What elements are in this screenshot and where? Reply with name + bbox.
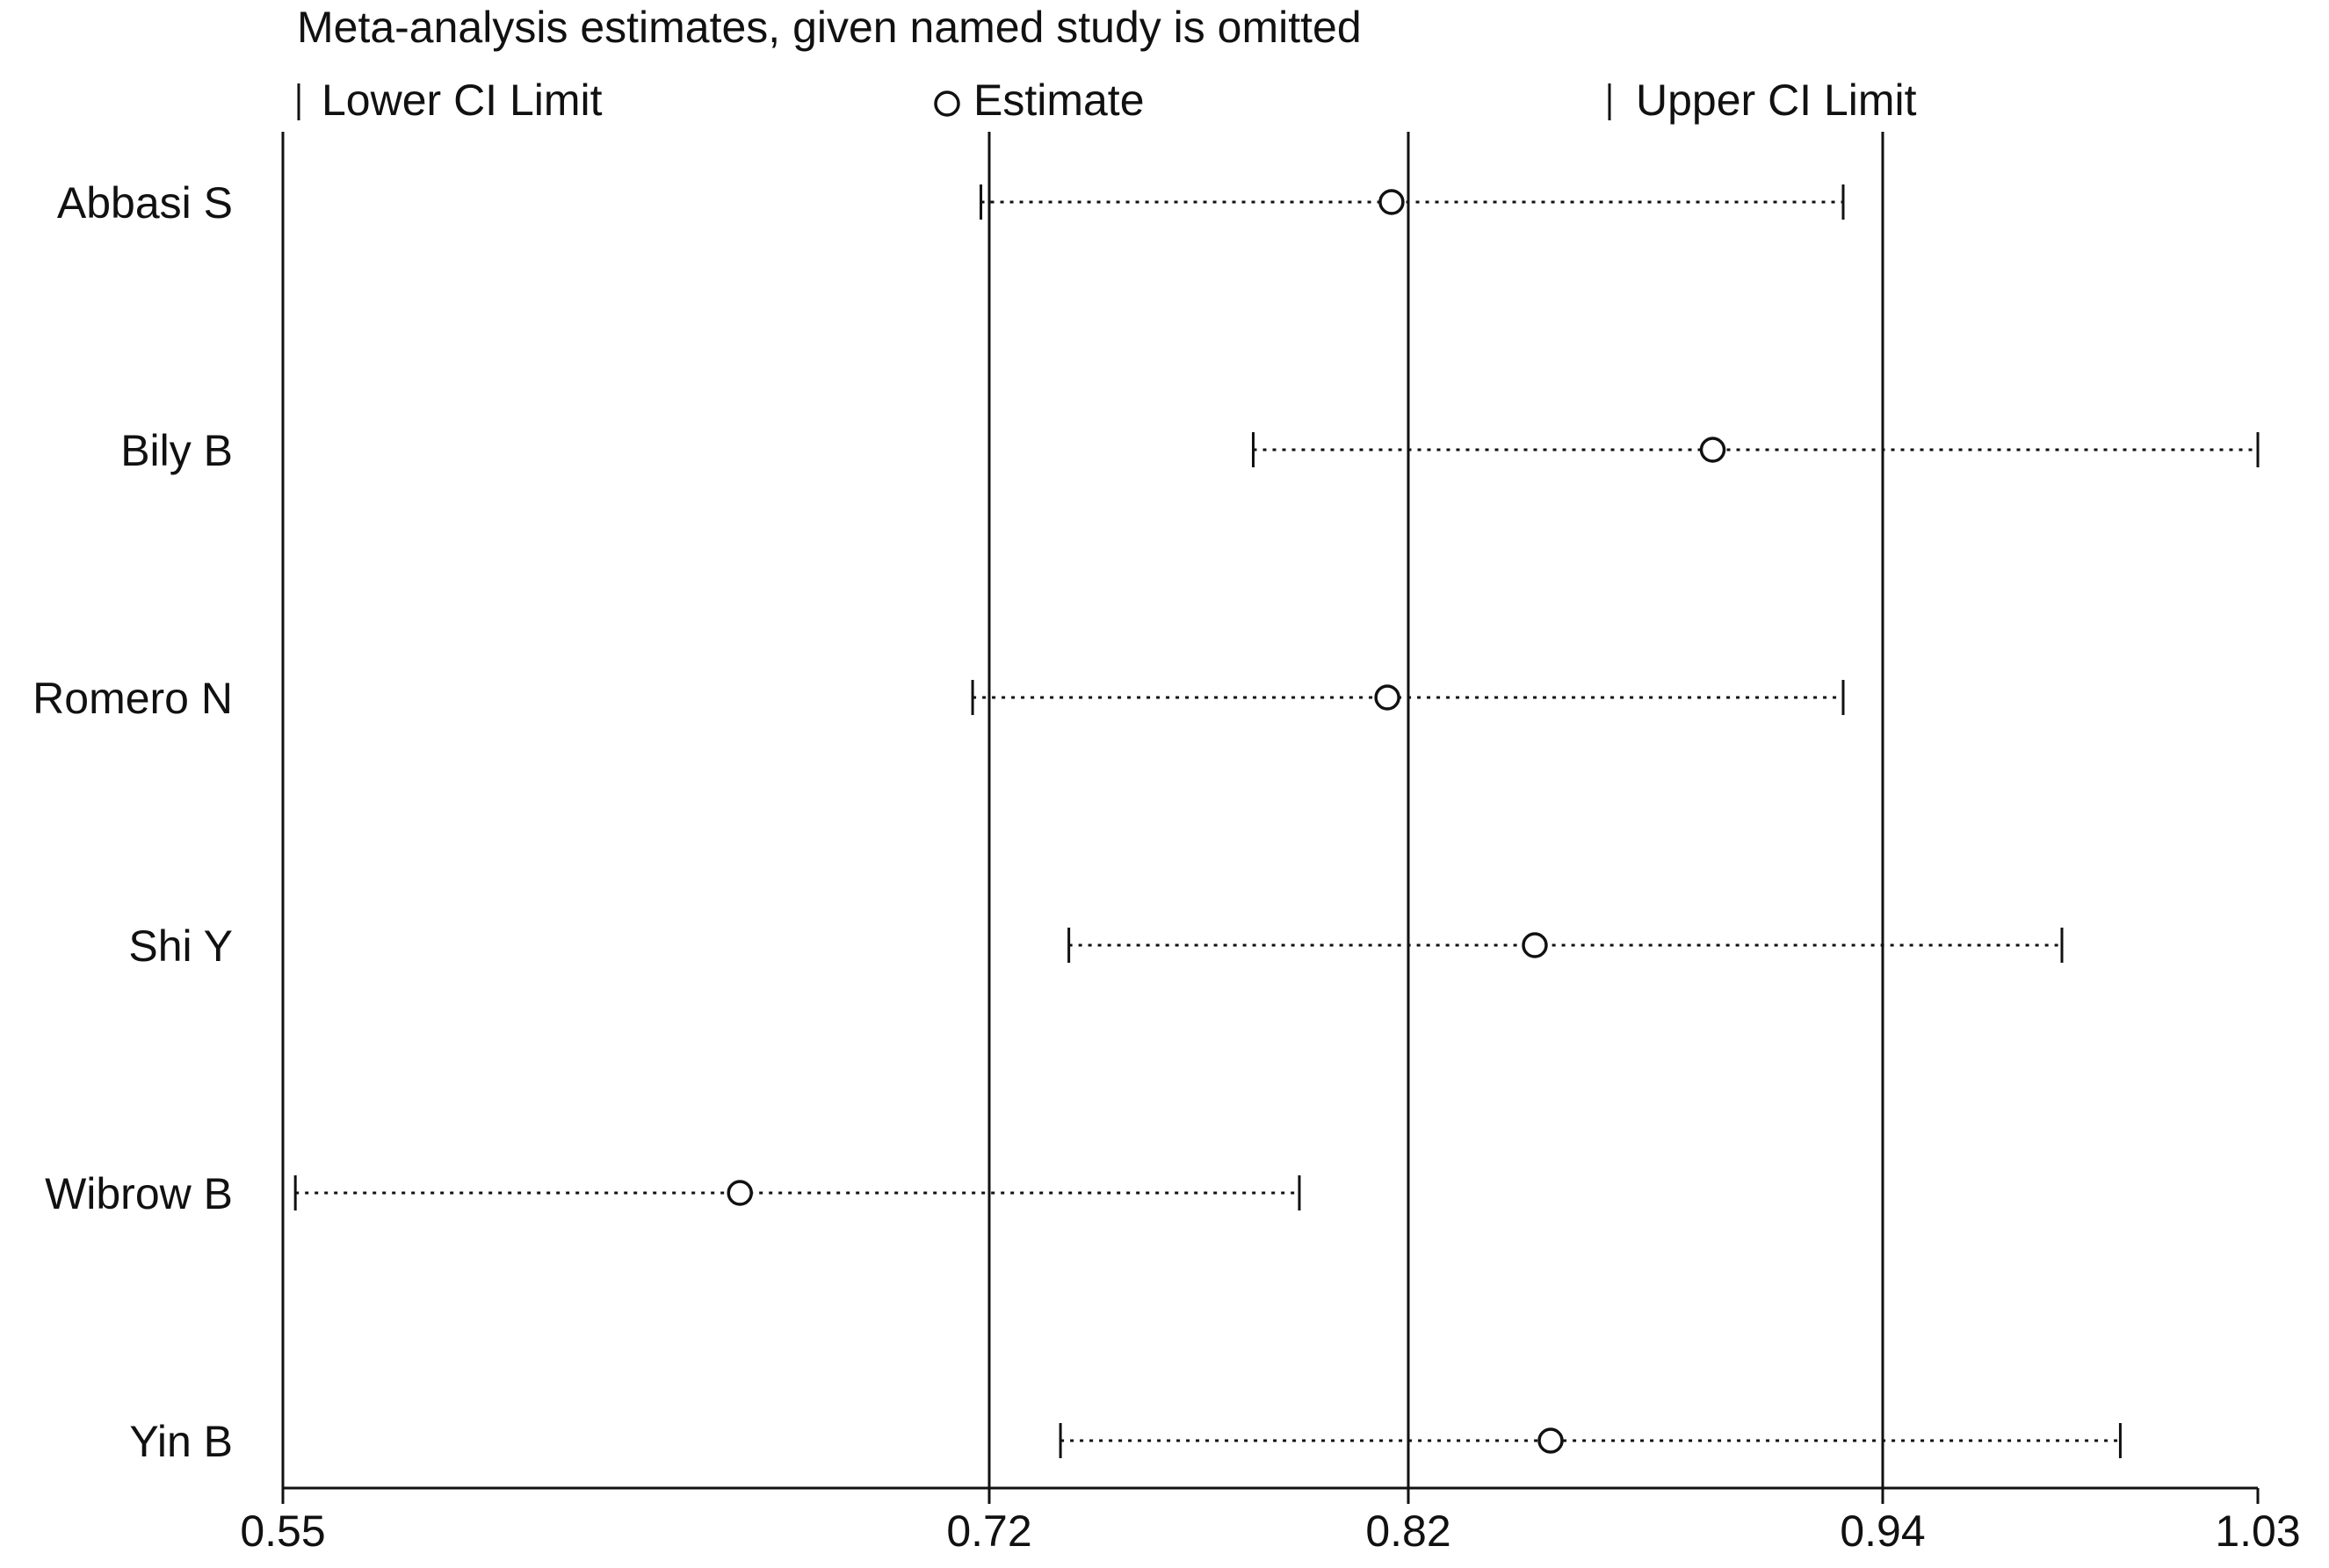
legend: Lower CI Limit Estimate Upper CI Limit [297, 76, 1917, 125]
estimate-marker [1699, 437, 1726, 463]
study-label: Bily B [120, 426, 233, 475]
estimate-marker [727, 1180, 753, 1206]
study-label: Abbasi S [57, 178, 233, 228]
plot-area: 0.55 0.72 0.82 0.94 1.03 Abbasi S Bily B Romero… [33, 132, 2301, 1556]
chart-title: Meta-analysis estimates, given named stu… [297, 3, 1362, 52]
legend-estimate-marker [934, 90, 960, 117]
study-label: Romero N [33, 674, 233, 723]
x-tick-label: 0.82 [1365, 1507, 1450, 1556]
study-label: Shi Y [128, 921, 233, 971]
x-tick-label: 0.72 [946, 1507, 1031, 1556]
legend-upper-label: Upper CI Limit [1636, 76, 1917, 125]
x-tick-label: 0.55 [240, 1507, 325, 1556]
estimate-marker [1374, 684, 1400, 711]
legend-lower-label: Lower CI Limit [322, 76, 603, 125]
estimate-marker [1378, 189, 1405, 215]
study-label: Yin B [129, 1417, 233, 1466]
estimate-marker [1537, 1427, 1564, 1454]
estimate-marker [1522, 932, 1548, 958]
x-tick-label: 0.94 [1840, 1507, 1925, 1556]
legend-estimate-label: Estimate [973, 76, 1145, 125]
x-tick-label: 1.03 [2215, 1507, 2300, 1556]
study-label: Wibrow B [45, 1169, 233, 1218]
